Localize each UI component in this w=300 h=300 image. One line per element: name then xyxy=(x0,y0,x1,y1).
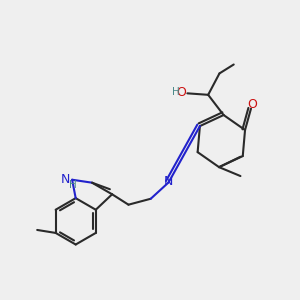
Text: H: H xyxy=(69,180,76,190)
Text: N: N xyxy=(163,175,173,188)
Text: O: O xyxy=(248,98,257,111)
Text: O: O xyxy=(176,85,186,99)
Text: H: H xyxy=(172,87,180,97)
Text: N: N xyxy=(60,172,70,186)
